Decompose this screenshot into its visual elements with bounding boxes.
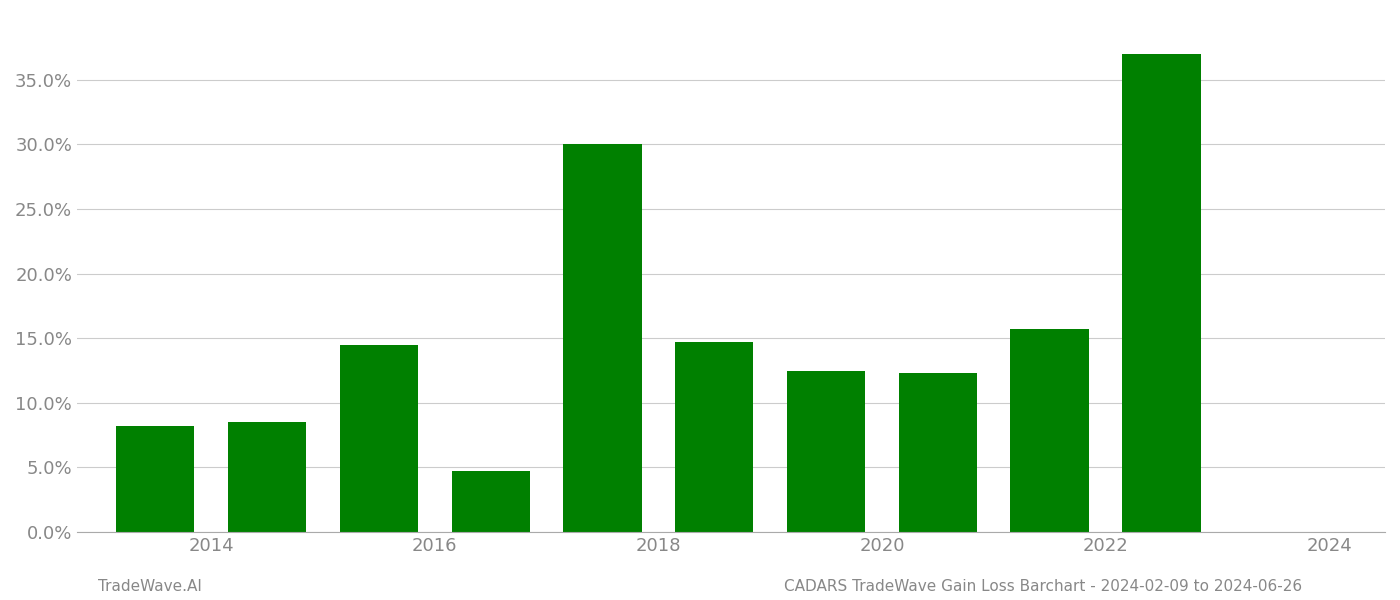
Bar: [452, 472, 529, 532]
Bar: [899, 373, 977, 532]
Text: TradeWave.AI: TradeWave.AI: [98, 579, 202, 594]
Text: CADARS TradeWave Gain Loss Barchart - 2024-02-09 to 2024-06-26: CADARS TradeWave Gain Loss Barchart - 20…: [784, 579, 1302, 594]
Bar: [1123, 54, 1201, 532]
Bar: [675, 342, 753, 532]
Bar: [228, 422, 307, 532]
Bar: [116, 426, 195, 532]
Bar: [1011, 329, 1089, 532]
Bar: [563, 144, 641, 532]
Bar: [787, 371, 865, 532]
Bar: [340, 344, 419, 532]
